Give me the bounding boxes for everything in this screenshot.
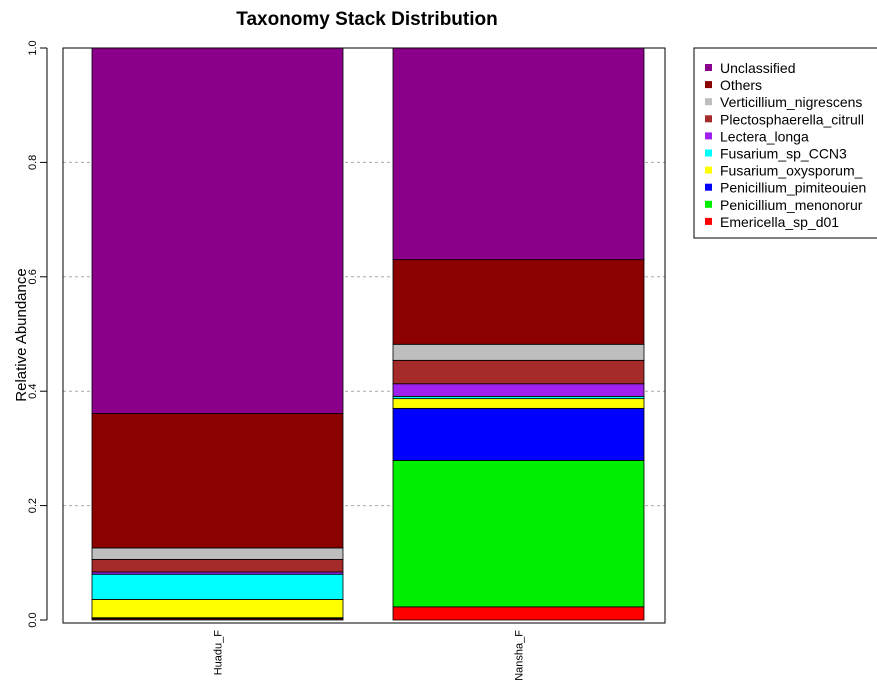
bar-segment [392, 343, 645, 361]
bar-segment [91, 573, 344, 600]
x-category-label: Huadu_F [213, 630, 225, 676]
bar-segment [91, 413, 344, 549]
y-axis: 0.0 0.2 0.4 0.6 0.8 1.0 [27, 40, 48, 628]
legend-label: Others [720, 77, 762, 93]
bar-segment [392, 460, 645, 608]
bar-segment [91, 599, 344, 619]
legend-label: Penicillium_pimiteouien [720, 180, 866, 196]
legend-label: Unclassified [720, 60, 795, 76]
bar-segment [392, 383, 645, 397]
legend-label: Fusarium_oxysporum_ [720, 163, 863, 179]
legend-box [693, 47, 877, 239]
y-tick-label: 0.6 [27, 269, 39, 284]
chart-title: Taxonomy Stack Distribution [236, 9, 497, 30]
legend-swatch [705, 183, 712, 191]
y-tick-label: 0.8 [27, 155, 39, 170]
bar-segment [392, 398, 645, 409]
legend-swatch [705, 81, 712, 89]
bar-segment [91, 547, 344, 560]
legend: UnclassifiedOthersVerticillium_nigrescen… [693, 47, 877, 239]
bar-segment [91, 558, 344, 573]
bars [91, 47, 645, 621]
legend-swatch [705, 166, 712, 174]
y-tick-label: 0.4 [27, 384, 39, 399]
legend-label: Emericella_sp_d01 [720, 214, 839, 230]
legend-label: Plectosphaerella_citrull [720, 111, 864, 127]
bar-segment [392, 606, 645, 621]
bar-segment [392, 359, 645, 385]
legend-label: Fusarium_sp_CCN3 [720, 146, 847, 162]
bar-segment [91, 47, 344, 414]
legend-swatch [705, 132, 712, 140]
y-axis-label: Relative Abundance [13, 268, 30, 401]
legend-label: Verticillium_nigrescens [720, 94, 862, 110]
y-tick-label: 0.2 [27, 498, 39, 513]
bar-segment [392, 47, 645, 261]
legend-swatch [705, 217, 712, 225]
y-tick-label: 1.0 [27, 40, 39, 55]
legend-swatch [705, 115, 712, 123]
legend-swatch [705, 64, 712, 71]
legend-swatch [705, 98, 712, 106]
legend-swatch [705, 200, 712, 208]
x-axis: Huadu_F Nansha_F [213, 630, 526, 681]
legend-swatch [705, 149, 712, 157]
x-category-label: Nansha_F [514, 630, 526, 681]
gridlines [63, 161, 665, 507]
legend-label: Penicillium_menonorur [720, 197, 863, 213]
bar-segment [392, 259, 645, 345]
y-tick-label: 0.0 [27, 612, 39, 627]
bar-segment [392, 407, 645, 461]
plot-border [62, 47, 666, 624]
legend-label: Lectera_longa [720, 128, 809, 144]
